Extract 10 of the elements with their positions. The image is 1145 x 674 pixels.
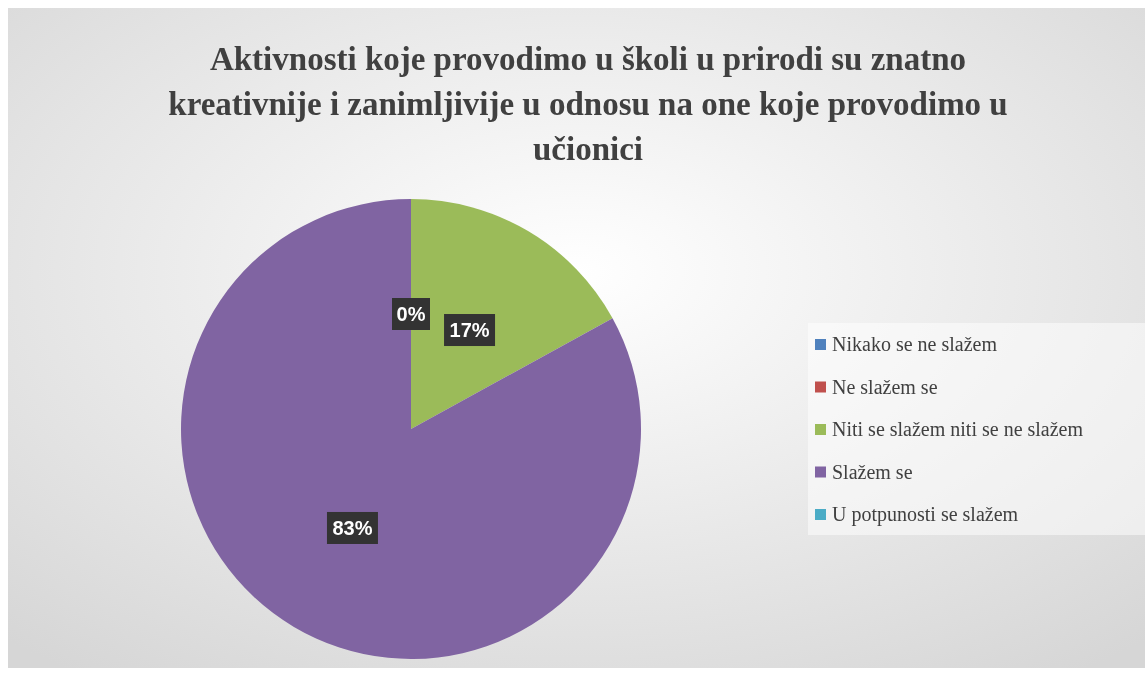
legend-label: Niti se slažem niti se ne slažem (832, 418, 1084, 440)
legend-label: U potpunosti se slažem (832, 503, 1019, 526)
data-label: 83% (332, 516, 373, 539)
text: 0% (396, 303, 426, 325)
legend-label: Ne slažem se (832, 375, 938, 398)
legend-label: Slažem se (832, 460, 913, 483)
data-label: 17% (449, 319, 490, 342)
pie-slice (181, 199, 641, 659)
chart-title: Aktivnosti koje provodimo u školi u prirodi su znatno kreativnije i zanimljivije u odnosu na one koje provodimo u učionici (168, 41, 1008, 167)
legend-label: Nikako se ne slažem (832, 333, 998, 355)
